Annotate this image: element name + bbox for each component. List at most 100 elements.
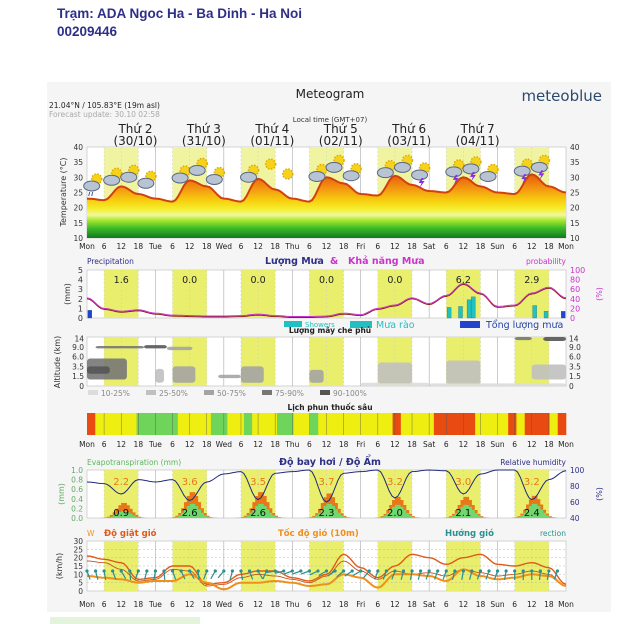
thunder-weather-icon [513,158,533,185]
et-green-area [369,504,424,518]
time-tick-7: 18 [202,242,212,251]
time-tick-21: 6 [444,600,449,609]
daily-precip-total: 2.9 [524,275,539,286]
et-tick: 0.6 [71,485,83,494]
wind-direction-dot [444,569,448,573]
spray-block [433,413,443,435]
thunder-weather-icon [462,156,482,182]
cloud-icon [411,169,429,181]
partly-weather-icon [308,163,328,182]
time-tick-27: 18 [544,600,554,609]
daily-precip-total: 0.0 [182,275,197,286]
humidity-tick: 40 [570,514,580,523]
spray-block [227,413,236,435]
altitude-axis-label: Altitude (km) [53,336,62,388]
time-tick-20: Sat [423,600,435,609]
temp-tick-left: 35 [73,158,83,167]
wind-direction-dot [436,569,440,573]
cloud-legend-swatch [262,390,272,395]
spray-block [491,413,501,435]
cloud-icon [103,174,121,186]
spray-block [376,413,385,435]
precip-tick: 2 [78,295,83,304]
time-tick-8: Wed [216,440,233,449]
spray-block [351,413,360,435]
total-bar [87,310,93,319]
wind-direction-dot [307,569,311,573]
spray-block [268,413,278,435]
gust-line [86,553,567,586]
cloud-icon [137,177,155,189]
thunder-weather-icon [411,162,431,188]
meteoblue-logo[interactable]: meteoblue [521,87,602,105]
wind-direction-dot [513,569,517,573]
wind-direction-dot [555,569,560,573]
spray-block [136,413,146,435]
temperature-fill [87,174,566,238]
daily-et-top: 2.2 [113,477,129,488]
wind-direction-dot [282,569,286,573]
humidity-label: Relative humidity [500,458,566,467]
cloud-icon [462,163,480,175]
et-axis-label: (mm) [57,483,66,505]
wind-direction-dot [393,569,397,573]
rain-icon [88,191,94,197]
time-tick-11: 18 [270,600,280,609]
lightning-icon [521,174,528,185]
time-tick-17: 6 [375,242,380,251]
temp-tick-right: 30 [570,173,580,182]
wind-tick: 5 [78,579,83,588]
daily-precip-total: 1.6 [114,275,129,286]
spray-block [549,413,559,435]
time-tick-15: 18 [339,242,349,251]
thunder-weather-icon [445,159,465,185]
daily-et-bottom: 2.0 [387,508,403,519]
wind-direction-dot [102,569,106,573]
day-date: (03/11) [387,134,431,148]
cloud-icon [376,167,394,179]
time-tick-11: 18 [270,242,280,251]
cloud-icon [171,172,189,184]
lightning-icon [538,170,545,181]
day-name: Thứ 5 [323,122,358,136]
wind-direction-dot [230,569,235,573]
daily-et-bottom: 0.9 [113,508,129,519]
spray-block [87,413,96,435]
spray-block [161,413,170,435]
day-name: Thứ 6 [391,122,426,136]
cloud-icon [393,161,411,173]
spray-block [318,413,327,435]
time-tick-5: 6 [170,242,175,251]
spray-block [541,413,550,435]
time-tick-9: 6 [239,600,244,609]
humidity-tick: 80 [570,482,580,491]
time-tick-7: 18 [202,440,212,449]
showers-bar [471,296,476,319]
total-precip-legend-swatch [460,321,480,328]
altitude-tick-right: 0 [569,382,574,391]
et-tick: 1.0 [71,466,83,475]
wind-direction-dot [290,569,294,573]
spray-block [508,413,517,435]
temp-tick-right: 10 [570,234,580,243]
cloud-icon [325,161,343,173]
wind-direction-dot [350,569,354,573]
spray-block [186,413,195,435]
lightning-icon [452,174,459,185]
time-tick-13: 6 [307,600,312,609]
temp-tick-left: 15 [73,219,83,228]
wind-direction-dot [521,569,525,573]
wind-direction-dot [179,569,183,573]
wind-direction-dot [205,569,209,573]
showers-bar [466,299,472,319]
temp-tick-right: 35 [570,158,580,167]
time-tick-28: Mon [558,242,574,251]
time-tick-14: 12 [322,440,332,449]
wind-speed-title: Tốc độ gió (10m) [278,528,359,539]
cloud-legend-label: 90-100% [333,389,367,398]
partly-weather-icon [205,166,226,185]
precip-tick: 5 [78,266,83,275]
humidity-line [86,469,567,503]
wind-direction-dot [401,569,406,573]
cloud-patch [429,383,566,386]
